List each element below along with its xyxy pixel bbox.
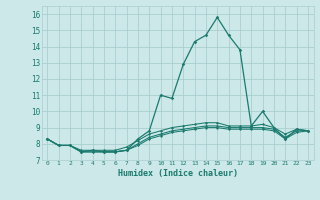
X-axis label: Humidex (Indice chaleur): Humidex (Indice chaleur) <box>118 169 237 178</box>
